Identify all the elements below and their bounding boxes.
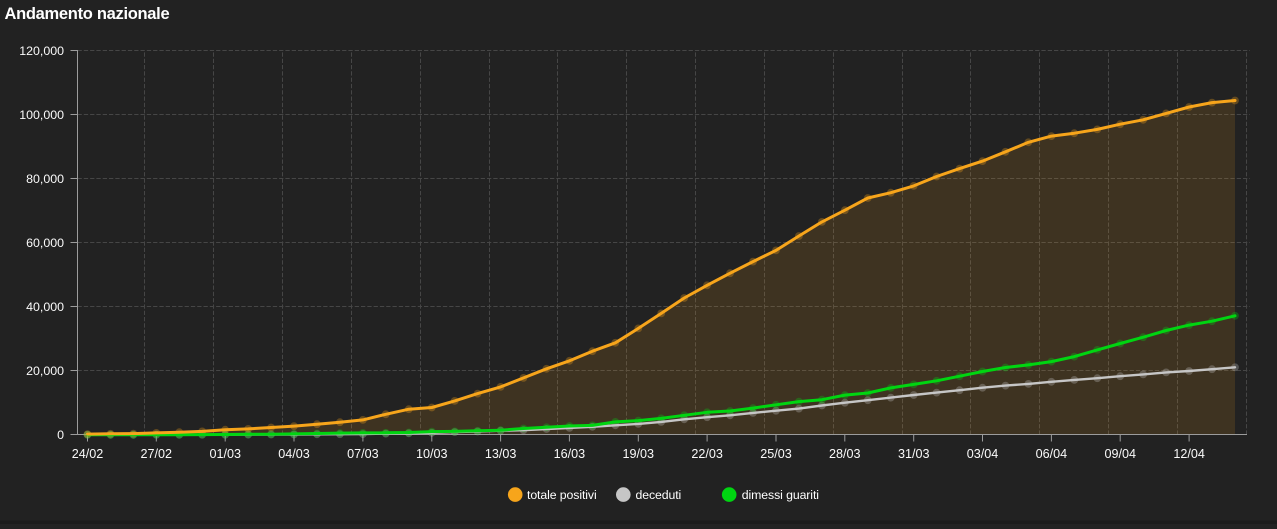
svg-text:100,000: 100,000 (19, 108, 64, 122)
svg-text:28/03: 28/03 (829, 447, 861, 461)
svg-text:01/03: 01/03 (209, 447, 241, 461)
svg-text:20,000: 20,000 (26, 364, 64, 378)
svg-text:27/02: 27/02 (141, 447, 173, 461)
svg-text:60,000: 60,000 (26, 236, 64, 250)
svg-text:80,000: 80,000 (26, 172, 64, 186)
svg-text:totale positivi: totale positivi (527, 488, 597, 502)
svg-text:31/03: 31/03 (898, 447, 930, 461)
svg-text:09/04: 09/04 (1104, 447, 1136, 461)
svg-text:19/03: 19/03 (623, 447, 655, 461)
svg-text:22/03: 22/03 (691, 447, 723, 461)
svg-text:24/02: 24/02 (72, 447, 104, 461)
svg-text:120,000: 120,000 (19, 44, 64, 58)
svg-text:04/03: 04/03 (278, 447, 310, 461)
svg-text:Andamento nazionale: Andamento nazionale (5, 5, 170, 23)
svg-text:25/03: 25/03 (760, 447, 792, 461)
svg-text:10/03: 10/03 (416, 447, 448, 461)
svg-text:12/04: 12/04 (1173, 447, 1205, 461)
svg-text:dimessi guariti: dimessi guariti (742, 488, 819, 502)
svg-text:16/03: 16/03 (554, 447, 586, 461)
svg-text:deceduti: deceduti (636, 488, 682, 502)
svg-text:07/03: 07/03 (347, 447, 379, 461)
svg-text:03/04: 03/04 (967, 447, 999, 461)
svg-text:0: 0 (57, 428, 64, 442)
svg-text:06/04: 06/04 (1036, 447, 1068, 461)
svg-text:40,000: 40,000 (26, 300, 64, 314)
svg-text:13/03: 13/03 (485, 447, 517, 461)
